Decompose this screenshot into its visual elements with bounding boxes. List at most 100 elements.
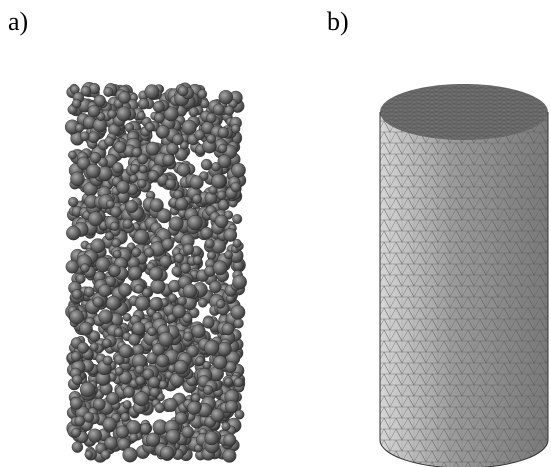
- particle: [145, 85, 159, 99]
- particle: [146, 142, 160, 156]
- particle: [105, 137, 115, 147]
- particle: [150, 198, 164, 212]
- particle: [72, 99, 81, 108]
- particle: [123, 313, 131, 321]
- particle: [130, 175, 138, 183]
- particle: [148, 170, 159, 181]
- particle: [213, 261, 227, 275]
- particle: [207, 251, 216, 260]
- particle: [114, 328, 123, 337]
- particle: [198, 298, 207, 307]
- particle: [178, 86, 188, 96]
- particle: [116, 426, 129, 439]
- particle: [183, 244, 194, 255]
- particle: [206, 113, 216, 123]
- particle: [75, 416, 85, 426]
- particle: [225, 400, 238, 413]
- particle: [90, 152, 101, 163]
- particle: [70, 172, 84, 186]
- panel-label: a): [8, 7, 28, 36]
- particle: [166, 179, 176, 189]
- particle: [86, 164, 100, 178]
- particle: [235, 410, 244, 419]
- particle: [68, 151, 76, 159]
- particle: [88, 212, 102, 226]
- particle: [113, 250, 121, 258]
- particle: [203, 317, 215, 329]
- particle: [204, 340, 219, 355]
- particle: [223, 449, 237, 463]
- particle: [115, 367, 123, 375]
- particle: [66, 226, 80, 240]
- particle: [177, 163, 190, 176]
- particle: [80, 132, 89, 141]
- particle: [103, 356, 112, 365]
- particle: [105, 437, 118, 450]
- particle: [135, 296, 150, 311]
- particle: [211, 162, 220, 171]
- particle: [159, 332, 174, 347]
- particle: [183, 284, 197, 298]
- particle: [150, 387, 160, 397]
- particle: [166, 429, 180, 443]
- particle: [213, 356, 227, 370]
- particle: [205, 239, 215, 249]
- particle: [201, 227, 213, 239]
- particle: [192, 324, 206, 338]
- particle: [151, 279, 166, 294]
- particle: [157, 125, 170, 138]
- particle: [193, 256, 202, 265]
- particle: [175, 254, 184, 263]
- particle: [177, 296, 186, 305]
- particle: [155, 403, 165, 413]
- particle: [119, 283, 132, 296]
- particle: [156, 354, 169, 367]
- particle: [149, 297, 162, 310]
- particle: [123, 219, 133, 229]
- particle: [175, 198, 188, 211]
- particle: [103, 418, 117, 432]
- particle: [75, 124, 84, 133]
- particle: [99, 310, 113, 324]
- particle: [93, 398, 105, 410]
- particle: [218, 127, 229, 138]
- particle: [132, 248, 141, 257]
- particle: [224, 434, 237, 447]
- particle: [203, 385, 213, 395]
- particle: [85, 451, 93, 459]
- particle: [163, 154, 175, 166]
- particle: [123, 447, 138, 462]
- particle: [90, 343, 98, 351]
- particle: [231, 163, 245, 177]
- particle: [134, 392, 149, 407]
- particle: [222, 422, 231, 431]
- particle: [201, 159, 212, 170]
- particle: [132, 322, 145, 335]
- particle: [217, 191, 226, 200]
- particle: [211, 409, 225, 423]
- particle: [148, 327, 157, 336]
- particle: [130, 164, 139, 173]
- particle: [224, 106, 234, 116]
- particle: [183, 332, 193, 342]
- particle: [106, 296, 120, 310]
- particle: [98, 284, 111, 297]
- particle: [192, 194, 201, 203]
- particle: [119, 344, 133, 358]
- particle: [169, 217, 183, 231]
- particle: [129, 334, 141, 346]
- particle: [196, 356, 205, 365]
- particle: [111, 207, 122, 218]
- particle: [148, 376, 160, 388]
- particle: [138, 98, 149, 109]
- particle: [93, 297, 104, 308]
- particle: [231, 182, 241, 192]
- particle: [117, 181, 130, 194]
- particle: [213, 104, 224, 115]
- particle: [72, 442, 83, 453]
- particle: [140, 423, 151, 434]
- particle: [190, 176, 204, 190]
- particle: [105, 232, 113, 240]
- panel-label: b): [327, 7, 349, 36]
- particle: [110, 222, 119, 231]
